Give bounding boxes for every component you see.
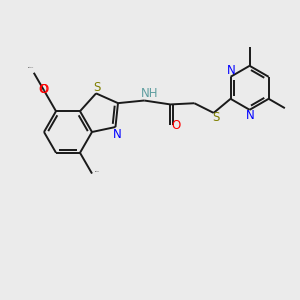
Text: O: O [39, 83, 49, 96]
Text: N: N [227, 64, 236, 77]
Text: O: O [172, 119, 181, 132]
Text: N: N [246, 109, 255, 122]
Text: S: S [212, 111, 219, 124]
Text: S: S [93, 81, 101, 94]
Text: N: N [113, 128, 122, 140]
Text: O: O [38, 83, 48, 96]
Text: methoxy: methoxy [28, 67, 34, 68]
Text: NH: NH [140, 87, 158, 100]
Text: methyl: methyl [94, 171, 99, 172]
